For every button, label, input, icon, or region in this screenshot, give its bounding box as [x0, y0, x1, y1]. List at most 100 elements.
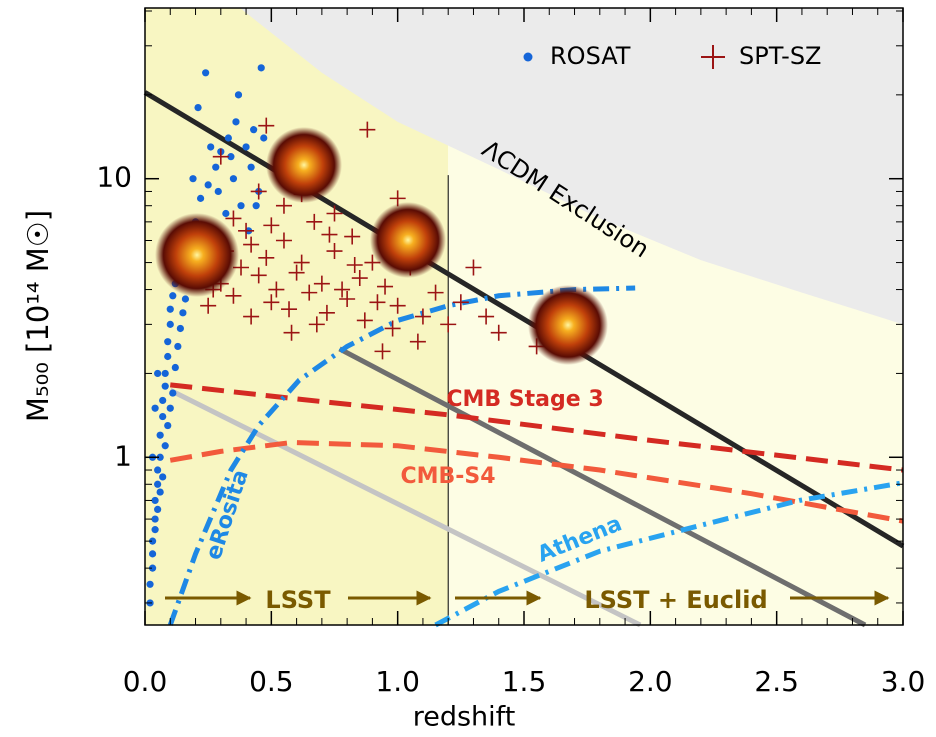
spt-point — [440, 316, 457, 333]
spt-point — [250, 183, 267, 200]
spt-point — [200, 297, 217, 314]
annotation: CMB-S4 — [400, 464, 495, 489]
spt-point — [293, 254, 310, 271]
rosat-point — [194, 103, 202, 112]
rosat-point — [171, 363, 179, 372]
rosat-point — [237, 202, 245, 210]
spt-point — [288, 264, 305, 281]
rosat-point — [148, 564, 157, 572]
x-tick-label: 1.0 — [375, 665, 420, 698]
rosat-point — [250, 126, 258, 134]
rosat-point — [156, 431, 164, 439]
spt-point — [346, 257, 363, 274]
spt-point — [263, 217, 280, 234]
annotation: LSST — [265, 586, 331, 614]
spt-point — [490, 324, 507, 341]
rosat-point — [204, 181, 212, 189]
spt-point — [339, 290, 356, 307]
rosat-point — [174, 342, 182, 351]
rosat-point — [154, 505, 162, 513]
rosat-point — [151, 404, 159, 412]
rosat-point — [181, 295, 190, 303]
rosat-point — [161, 442, 169, 450]
rosat-point — [166, 305, 174, 313]
spt-point — [283, 324, 300, 341]
spt-point — [301, 284, 318, 301]
spt-point — [318, 304, 335, 321]
spt-point — [238, 222, 255, 239]
model-line — [434, 480, 904, 628]
spt-point — [384, 320, 401, 337]
y-axis-label: M₅₀₀ [10¹⁴ M☉] — [21, 210, 55, 422]
spt-point — [344, 228, 361, 245]
cluster-image — [155, 213, 239, 297]
rosat-point — [164, 338, 172, 346]
rosat-point — [242, 143, 250, 151]
rosat-point — [156, 488, 164, 496]
spt-point — [369, 294, 386, 311]
rosat-point — [179, 309, 187, 317]
spt-point — [374, 343, 391, 360]
rosat-point — [159, 473, 167, 481]
rosat-point — [164, 352, 172, 361]
y-tick-label: 1 — [114, 439, 132, 472]
spt-point — [377, 278, 394, 295]
rosat-point — [154, 466, 162, 474]
spt-point — [250, 267, 267, 284]
model-line — [169, 388, 642, 628]
spt-point — [258, 249, 275, 266]
legend-label: ROSAT — [550, 42, 631, 70]
cluster-image — [266, 127, 342, 203]
rosat-point — [252, 202, 260, 210]
spt-point — [263, 294, 280, 311]
spt-point — [313, 275, 330, 292]
rosat-point — [212, 163, 220, 171]
model-line — [167, 285, 636, 626]
rosat-point — [151, 496, 159, 505]
spt-point — [326, 243, 343, 260]
rosat-point — [214, 187, 222, 196]
spt-point — [275, 197, 292, 214]
spt-point — [225, 287, 242, 304]
rosat-point — [232, 118, 240, 126]
spt-point — [427, 284, 444, 301]
rosat-point — [207, 143, 215, 151]
spt-point — [308, 316, 325, 333]
rosat-point — [202, 69, 210, 77]
rosat-point — [148, 537, 157, 545]
spt-point — [275, 232, 292, 249]
legend-marker — [523, 52, 533, 62]
rosat-point — [166, 320, 174, 328]
legend-marker — [701, 45, 725, 69]
model-line — [169, 439, 904, 524]
cluster-image — [528, 285, 608, 365]
rosat-point — [196, 194, 205, 202]
rosat-point — [148, 550, 157, 558]
rosat-point — [151, 515, 159, 523]
rosat-point — [257, 64, 265, 72]
model-line — [338, 346, 867, 628]
plot-area — [143, 8, 905, 628]
spt-point — [389, 297, 406, 314]
rosat-point — [164, 421, 172, 430]
rosat-point — [154, 369, 162, 378]
spt-point — [243, 236, 260, 253]
spt-point — [212, 148, 229, 165]
spt-point — [409, 333, 426, 350]
x-axis-label: redshift — [413, 702, 516, 733]
rosat-point — [227, 153, 235, 161]
spt-point — [478, 308, 495, 325]
rosat-point — [229, 175, 238, 183]
rosat-point — [234, 91, 243, 99]
rosat-point — [169, 389, 177, 397]
rosat-point — [169, 292, 177, 300]
spt-point — [359, 121, 376, 138]
rosat-point — [156, 453, 164, 461]
spt-point — [326, 205, 343, 222]
rosat-point — [146, 580, 154, 588]
spt-point — [258, 117, 275, 134]
legend-label: SPT-SZ — [739, 42, 822, 70]
exclusion-area — [240, 8, 903, 325]
annotation: CMB Stage 3 — [446, 387, 603, 412]
